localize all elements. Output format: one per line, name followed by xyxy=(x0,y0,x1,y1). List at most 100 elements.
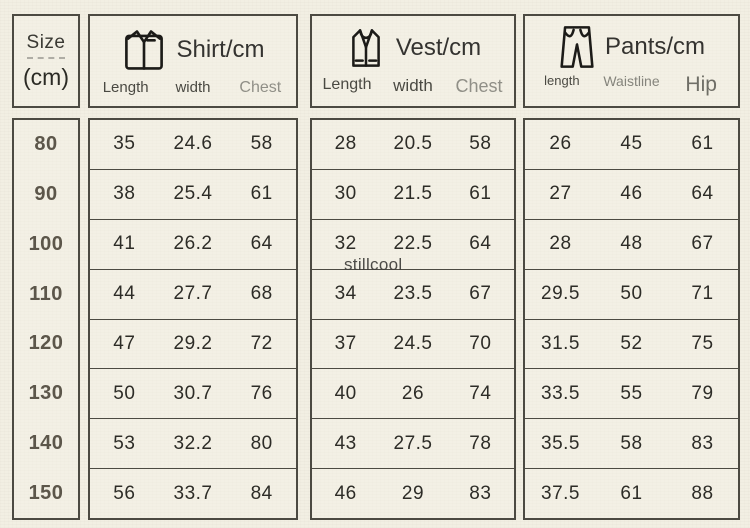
table-cell: 52 xyxy=(620,332,643,354)
table-cell: 78 xyxy=(469,432,492,454)
table-cell: 75 xyxy=(691,332,714,354)
table-cell: 23.5 xyxy=(393,283,433,305)
table-cell: 88 xyxy=(691,482,714,504)
pants-subheaders: length Waistline Hip xyxy=(525,73,738,106)
shirt-header-cell: Shirt/cm Length width Chest xyxy=(88,14,298,108)
table-cell: 83 xyxy=(691,432,714,454)
table-cell: 64 xyxy=(469,233,492,255)
table-cell: 61 xyxy=(250,183,273,205)
table-cell: 30 xyxy=(334,183,357,205)
table-cell: 67 xyxy=(691,233,714,255)
vest-icon xyxy=(345,26,387,70)
table-row: 35 24.6 58 xyxy=(90,120,296,169)
table-row: 28 48 67 xyxy=(525,218,738,269)
shirt-subheaders: Length width Chest xyxy=(90,79,296,106)
table-row: 37 24.5 70 xyxy=(312,318,514,369)
table-row: 28 20.5 58 xyxy=(312,120,514,169)
table-cell: 80 xyxy=(250,432,273,454)
table-cell: 24.5 xyxy=(393,332,433,354)
table-cell: 58 xyxy=(250,133,273,155)
table-cell: 26.2 xyxy=(173,233,213,255)
table-row: 56 33.7 84 xyxy=(90,468,296,518)
size-row-label: 100 xyxy=(28,232,64,255)
size-unit: (cm) xyxy=(23,63,69,90)
table-cell: 37 xyxy=(334,332,357,354)
table-row: 40 26 74 xyxy=(312,368,514,418)
vest-col-width: width xyxy=(393,76,433,95)
table-row: 46 29 83 xyxy=(312,468,514,518)
size-row-label: 90 xyxy=(34,183,58,206)
table-cell: 50 xyxy=(113,382,136,404)
shirt-col-width: width xyxy=(175,79,211,96)
table-cell: 50 xyxy=(620,283,643,305)
size-row-label: 120 xyxy=(28,332,64,355)
table-row: 47 29.2 72 xyxy=(90,318,296,369)
table-row: 33.5 55 79 xyxy=(525,368,738,418)
table-row: 53 32.2 80 xyxy=(90,418,296,468)
table-cell: 84 xyxy=(250,482,273,504)
pants-title: Pants/cm xyxy=(604,32,706,60)
size-row-label: 140 xyxy=(28,431,64,454)
table-cell: 25.4 xyxy=(173,183,213,205)
table-cell: 48 xyxy=(620,233,643,255)
table-cell: 55 xyxy=(620,382,643,404)
table-cell: 72 xyxy=(250,332,273,354)
shirt-title: Shirt/cm xyxy=(176,35,265,63)
size-row-label: 80 xyxy=(34,133,58,156)
table-cell: 44 xyxy=(113,283,136,305)
table-cell: 21.5 xyxy=(393,183,433,205)
table-cell: 64 xyxy=(250,233,273,255)
shirt-col-chest: Chest xyxy=(239,79,282,96)
table-cell: 26 xyxy=(401,382,425,404)
table-cell: 74 xyxy=(469,382,492,404)
table-cell: 34 xyxy=(334,283,357,305)
table-row: 27 46 64 xyxy=(525,168,738,219)
pants-header-cell: Pants/cm length Waistline Hip xyxy=(523,14,740,108)
size-header-cell: Size (cm) xyxy=(12,14,80,108)
size-row-label: 150 xyxy=(28,481,64,504)
table-cell: 61 xyxy=(691,133,714,155)
table-cell: 26 xyxy=(549,133,572,155)
table-cell: 79 xyxy=(691,382,714,404)
table-cell: 32.2 xyxy=(173,432,213,454)
table-cell: 47 xyxy=(113,332,136,354)
table-cell: 29 xyxy=(401,482,425,504)
table-cell: 64 xyxy=(691,183,714,205)
size-row-label: 130 xyxy=(28,382,64,405)
table-cell: 28 xyxy=(334,133,357,155)
table-row: 34 23.5 67 xyxy=(312,268,514,319)
table-row: 30 21.5 61 xyxy=(312,168,514,219)
shirt-data-table: 35 24.6 58 38 25.4 61 41 26.2 64 44 27.7 68 47 29.2 72… xyxy=(88,118,298,520)
table-cell: 67 xyxy=(469,283,492,305)
table-cell: 27 xyxy=(549,183,572,205)
pants-icon xyxy=(558,24,596,70)
vest-col-length: Length xyxy=(322,76,372,93)
table-row: 38 25.4 61 xyxy=(90,168,296,219)
table-cell: 68 xyxy=(250,283,273,305)
pants-col-hip: Hip xyxy=(685,73,717,96)
shirt-col-length: Length xyxy=(102,79,149,96)
table-cell: 27.5 xyxy=(393,432,433,454)
table-cell: 45 xyxy=(620,133,643,155)
table-cell: 70 xyxy=(469,332,492,354)
table-cell: 58 xyxy=(469,133,492,155)
table-cell: 35.5 xyxy=(541,432,580,454)
table-cell: 46 xyxy=(620,183,643,205)
pants-col-length: length xyxy=(544,73,580,88)
size-data-column: 80 90 100 110 120 130 140 150 xyxy=(12,118,80,520)
vest-data-table: 28 20.5 58 30 21.5 61 32 22.5 64 34 23.5 67 37 24.5 70… xyxy=(310,118,516,520)
table-row: 32 22.5 64 xyxy=(312,218,514,269)
table-cell: 33.5 xyxy=(541,382,580,404)
table-row: 37.5 61 88 xyxy=(525,468,738,518)
size-title: Size xyxy=(26,31,66,53)
table-cell: 83 xyxy=(469,482,492,504)
shirt-icon xyxy=(121,28,167,72)
table-cell: 46 xyxy=(334,482,357,504)
table-cell: 76 xyxy=(250,382,273,404)
table-row: 29.5 50 71 xyxy=(525,268,738,319)
pants-col-waistline: Waistline xyxy=(603,73,660,89)
table-cell: 56 xyxy=(113,482,136,504)
vest-title: Vest/cm xyxy=(395,34,482,61)
table-cell: 30.7 xyxy=(173,382,213,404)
